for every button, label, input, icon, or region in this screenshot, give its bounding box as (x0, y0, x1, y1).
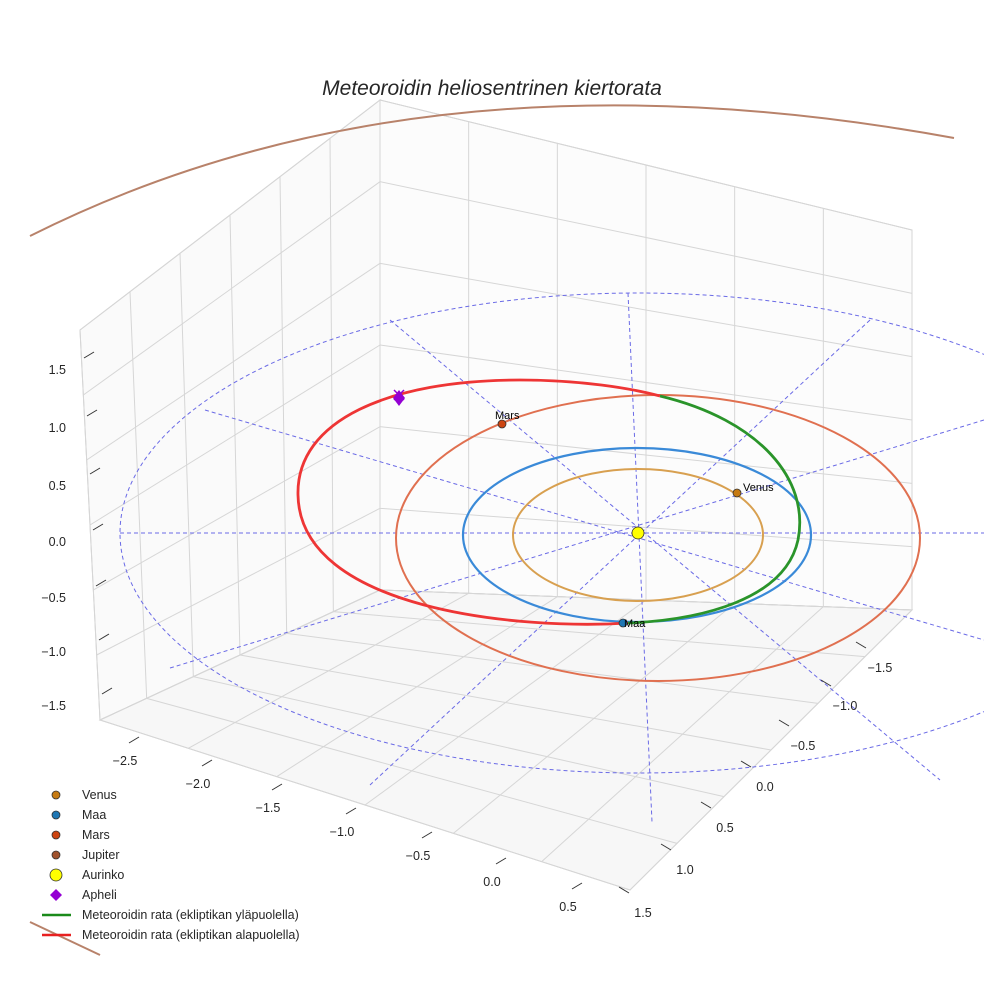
y-tick-mark (660, 843, 672, 851)
chart-title: Meteoroidin heliosentrinen kiertorata (322, 77, 662, 100)
z-tick-mark (86, 409, 98, 417)
y-tick-label: −1.5 (868, 661, 893, 675)
venus-orbit (512, 468, 764, 602)
x-tick-label: −0.5 (406, 849, 431, 863)
y-tick-label: 1.5 (634, 906, 651, 920)
legend-label: Maa (82, 808, 106, 822)
grid-line (629, 609, 913, 891)
y-tick-label: 1.0 (676, 863, 693, 877)
legend-marker-0 (51, 790, 61, 800)
axes-grid (79, 98, 914, 891)
z-tick-label: 1.0 (49, 421, 66, 435)
y-tick-label: −0.5 (791, 739, 816, 753)
x-tick-mark (421, 831, 433, 839)
legend-label: Apheli (82, 888, 117, 902)
z-tick-mark (101, 687, 113, 695)
y-tick-mark (700, 801, 712, 809)
meteoroid-orbit-above-ecliptic (627, 394, 802, 625)
y-tick-mark (740, 760, 752, 768)
legend-label: Jupiter (82, 848, 120, 862)
x-axis-ticks: −2.5 −2.0 −1.5 −1.0 −0.5 0.0 0.5 (113, 736, 583, 914)
y-tick-mark (855, 641, 867, 649)
z-tick-label: −1.5 (41, 699, 66, 713)
x-tick-label: −2.0 (186, 777, 211, 791)
y-tick-label: 0.0 (756, 780, 773, 794)
z-tick-mark (83, 351, 95, 359)
earth-label: Maa (624, 618, 646, 630)
z-tick-label: 0.0 (49, 535, 66, 549)
z-tick-label: −0.5 (41, 591, 66, 605)
x-tick-mark (271, 783, 283, 791)
sun-marker (631, 526, 645, 540)
grid-lines (79, 99, 913, 891)
legend-label: Venus (82, 788, 117, 802)
legend-label: Aurinko (82, 868, 124, 882)
legend-marker-4 (49, 868, 63, 882)
z-tick-label: 1.5 (49, 363, 66, 377)
x-tick-mark (128, 736, 140, 744)
grid-line (333, 611, 866, 658)
mars-marker (497, 419, 507, 429)
grid-line (99, 589, 381, 721)
venus-marker (732, 488, 742, 498)
x-tick-label: −1.0 (330, 825, 355, 839)
y-tick-mark (618, 886, 630, 894)
y-tick-label: 0.5 (716, 821, 733, 835)
x-tick-label: 0.0 (483, 875, 500, 889)
jupiter-orbit-segment (29, 921, 101, 956)
legend-marker-2 (51, 830, 61, 840)
legend-label: Mars (82, 828, 110, 842)
y-axis-ticks: 1.5 1.0 0.5 0.0 −0.5 −1.0 −1.5 (618, 641, 893, 920)
y-tick-mark (820, 679, 832, 687)
x-tick-label: −1.5 (256, 801, 281, 815)
x-tick-mark (571, 882, 583, 890)
venus-label: Venus (743, 482, 774, 494)
aphelion-cross-marker (393, 389, 405, 401)
x-tick-label: 0.5 (559, 900, 576, 914)
legend-label: Meteoroidin rata (ekliptikan yläpuolella… (82, 908, 299, 922)
x-tick-mark (345, 807, 357, 815)
legend-marker-5 (50, 889, 62, 901)
legend-marker-1 (51, 810, 61, 820)
z-tick-label: 0.5 (49, 479, 66, 493)
z-tick-label: −1.0 (41, 645, 66, 659)
z-tick-mark (89, 467, 101, 475)
legend: Venus Maa Mars Jupiter Aurinko Apheli Meteoroi… (42, 788, 299, 942)
jupiter-orbit (29, 104, 955, 237)
aphelion-marker (393, 390, 405, 406)
ecliptic-reference-grid (119, 292, 984, 823)
z-tick-mark (95, 579, 107, 587)
mars-label: Mars (495, 410, 520, 422)
z-axis-ticks: 1.5 1.0 0.5 0.0 −0.5 −1.0 −1.5 (41, 351, 113, 713)
legend-marker-3 (51, 850, 61, 860)
x-tick-mark (495, 857, 507, 865)
x-tick-mark (201, 759, 213, 767)
y-tick-label: −1.0 (833, 699, 858, 713)
z-tick-mark (92, 523, 104, 531)
meteoroid-orbit-below-ecliptic (296, 378, 661, 626)
earth-marker (618, 618, 628, 628)
z-tick-mark (98, 633, 110, 641)
legend-label: Meteoroidin rata (ekliptikan alapuolella… (82, 928, 299, 942)
y-tick-mark (778, 719, 790, 727)
x-tick-label: −2.5 (113, 754, 138, 768)
